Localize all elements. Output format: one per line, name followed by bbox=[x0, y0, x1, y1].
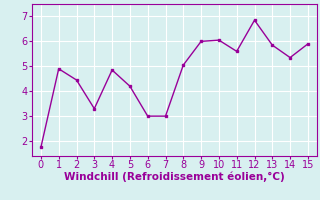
X-axis label: Windchill (Refroidissement éolien,°C): Windchill (Refroidissement éolien,°C) bbox=[64, 172, 285, 182]
